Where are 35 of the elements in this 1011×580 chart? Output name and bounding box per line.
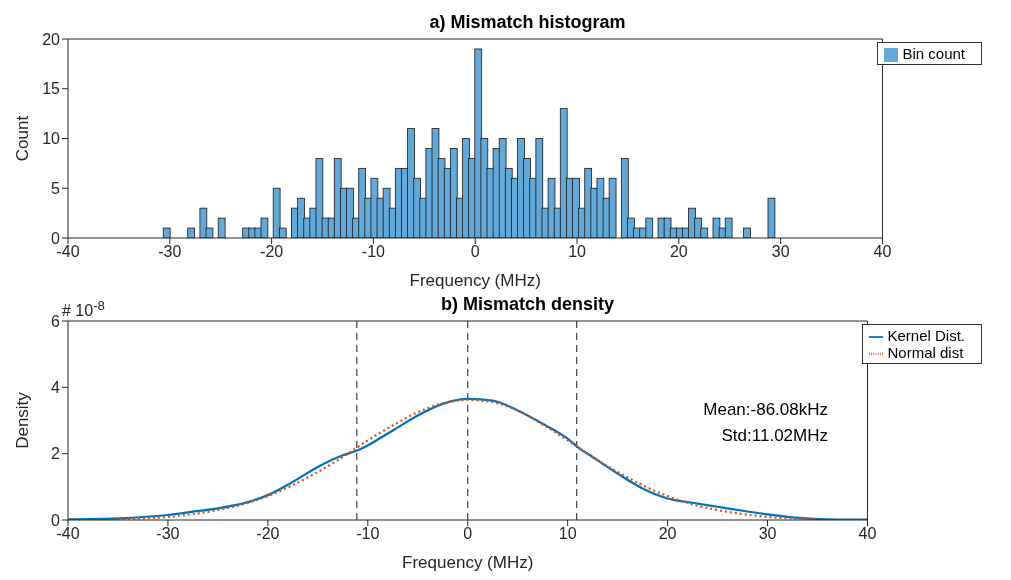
- x-tick-label: 20: [669, 243, 688, 261]
- x-tick-label: 30: [758, 525, 777, 543]
- annotation: Mean:-86.08kHz: [703, 400, 828, 420]
- x-tick-label: 40: [858, 525, 877, 543]
- y-tick-label: 5: [51, 179, 61, 197]
- x-tick-label: -20: [256, 525, 280, 543]
- x-tick-label: 20: [658, 525, 677, 543]
- y-tick-label: 2: [51, 445, 61, 463]
- x-tick-label: 10: [558, 525, 577, 543]
- y-axis-title: Count: [13, 115, 33, 162]
- x-tick-label: 40: [873, 243, 892, 261]
- annotation: Std:11.02MHz: [721, 426, 828, 446]
- legend-label: Kernel Dist.: [887, 327, 965, 344]
- chart-title: a) Mismatch histogram: [428, 12, 627, 33]
- x-tick-label: -30: [156, 525, 180, 543]
- x-axis-title: Frequency (MHz): [402, 553, 534, 572]
- x-tick-label: -10: [361, 243, 386, 261]
- legend-label: Bin count: [902, 45, 965, 62]
- chart-title: b) Mismatch density: [440, 294, 615, 314]
- x-tick-label: 0: [463, 525, 473, 543]
- x-tick-label: -30: [158, 243, 182, 261]
- y-tick-label: 10: [42, 130, 61, 148]
- text: # 10$^{-8}$: [62, 298, 105, 321]
- y-tick-label: 15: [42, 80, 61, 98]
- x-tick-label: 10: [568, 243, 587, 261]
- legend-label: Normal dist: [887, 344, 964, 362]
- y-tick-label: 6: [51, 312, 61, 330]
- y-tick-label: 20: [42, 30, 61, 48]
- x-axis-title: Frequency (MHz): [409, 271, 541, 290]
- y-axis-title: Density: [13, 391, 33, 449]
- x-tick-label: -20: [260, 243, 284, 261]
- x-tick-label: 30: [771, 243, 790, 261]
- x-tick-label: -10: [356, 525, 380, 543]
- x-tick-label: 0: [470, 243, 480, 261]
- y-tick-label: 4: [51, 379, 61, 397]
